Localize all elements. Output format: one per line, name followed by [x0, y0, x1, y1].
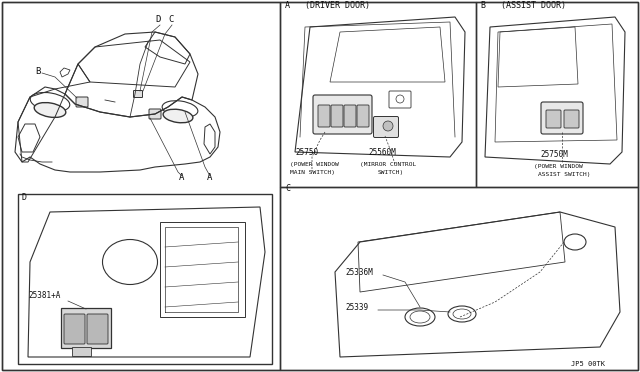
Ellipse shape	[163, 109, 193, 123]
Text: B: B	[35, 67, 40, 76]
Text: 25336M: 25336M	[345, 268, 372, 277]
FancyBboxPatch shape	[331, 105, 343, 127]
Text: D: D	[22, 193, 27, 202]
FancyBboxPatch shape	[64, 314, 85, 344]
Bar	[476, 2, 638, 187]
Text: A   (DRIVER DOOR): A (DRIVER DOOR)	[285, 1, 370, 10]
FancyBboxPatch shape	[72, 346, 90, 356]
Text: C: C	[168, 15, 173, 24]
Text: B   (ASSIST DOOR): B (ASSIST DOOR)	[481, 1, 566, 10]
Text: A: A	[207, 173, 212, 182]
Text: (POWER WINDOW: (POWER WINDOW	[290, 162, 339, 167]
Circle shape	[383, 121, 393, 131]
FancyBboxPatch shape	[313, 95, 372, 134]
Ellipse shape	[34, 103, 66, 118]
Text: (MIRROR CONTROL: (MIRROR CONTROL	[360, 162, 416, 167]
Text: JP5 00TK: JP5 00TK	[571, 361, 605, 367]
Text: D: D	[155, 15, 161, 24]
Bar	[18, 194, 272, 364]
FancyBboxPatch shape	[318, 105, 330, 127]
FancyBboxPatch shape	[134, 90, 143, 97]
Text: SWITCH): SWITCH)	[378, 170, 404, 175]
Bar	[160, 222, 245, 317]
Bar	[280, 187, 638, 370]
Text: 25560M: 25560M	[368, 148, 396, 157]
Text: MAIN SWITCH): MAIN SWITCH)	[290, 170, 335, 175]
Text: 25381+A: 25381+A	[28, 291, 60, 300]
FancyBboxPatch shape	[374, 116, 399, 138]
FancyBboxPatch shape	[87, 314, 108, 344]
FancyBboxPatch shape	[546, 110, 561, 128]
Text: 25750M: 25750M	[540, 150, 568, 159]
Bar	[2, 2, 280, 370]
Text: 25750: 25750	[295, 148, 318, 157]
FancyBboxPatch shape	[76, 97, 88, 107]
FancyBboxPatch shape	[344, 105, 356, 127]
FancyBboxPatch shape	[61, 308, 111, 348]
FancyBboxPatch shape	[541, 102, 583, 134]
FancyBboxPatch shape	[564, 110, 579, 128]
FancyBboxPatch shape	[149, 109, 161, 119]
Text: C: C	[285, 184, 290, 193]
Text: 25339: 25339	[345, 303, 368, 312]
Text: ASSIST SWITCH): ASSIST SWITCH)	[538, 172, 591, 177]
Text: (POWER WINDOW: (POWER WINDOW	[534, 164, 583, 169]
Text: A: A	[179, 173, 185, 182]
FancyBboxPatch shape	[357, 105, 369, 127]
Bar	[280, 2, 476, 187]
